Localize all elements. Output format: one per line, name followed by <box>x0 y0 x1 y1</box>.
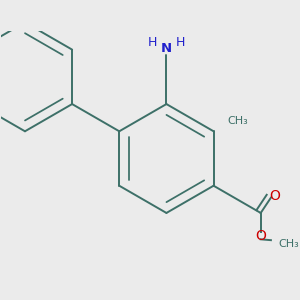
Text: H: H <box>176 36 186 49</box>
Text: N: N <box>161 42 172 55</box>
Text: O: O <box>255 229 266 243</box>
Text: O: O <box>270 189 280 203</box>
Text: H: H <box>147 36 157 49</box>
Text: CH₃: CH₃ <box>227 116 248 126</box>
Text: CH₃: CH₃ <box>279 238 299 249</box>
